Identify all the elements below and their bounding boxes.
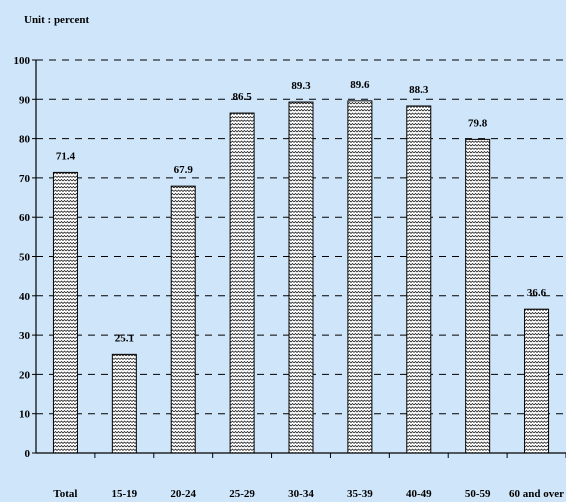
data-label-60 and over: 36.6	[527, 287, 547, 299]
y-tick-label-0: 0	[25, 448, 31, 460]
x-tick-label-30-34: 30-34	[288, 488, 314, 500]
x-tick-label-25-29: 25-29	[229, 488, 255, 500]
bar-40-49	[406, 105, 432, 454]
data-label-15-19: 25.1	[115, 332, 134, 344]
data-label-30-34: 89.3	[291, 80, 311, 92]
y-tick-label-10: 10	[19, 409, 31, 421]
data-label-40-49: 88.3	[409, 84, 429, 96]
x-tick-label-15-19: 15-19	[111, 488, 137, 500]
data-label-Total: 71.4	[56, 150, 76, 162]
bar-20-24	[170, 185, 196, 454]
x-tick-label-Total: Total	[53, 488, 77, 500]
x-tick-label-20-24: 20-24	[170, 488, 196, 500]
x-tick-label-60 and over: 60 and over	[509, 488, 564, 500]
data-label-35-39: 89.6	[350, 79, 370, 91]
x-tick-label-40-49: 40-49	[406, 488, 432, 500]
unit-label: Unit : percent	[24, 14, 90, 26]
bar-Total	[52, 171, 78, 454]
y-tick-label-30: 30	[19, 330, 31, 342]
y-tick-label-50: 50	[19, 252, 31, 264]
y-tick-label-90: 90	[19, 94, 31, 106]
bar-35-39	[347, 100, 373, 454]
y-tick-label-70: 70	[19, 173, 31, 185]
bar-15-19	[111, 353, 137, 454]
bar-25-29	[229, 112, 255, 454]
bar-50-59	[465, 138, 491, 454]
y-tick-label-40: 40	[19, 291, 31, 303]
x-tick-label-50-59: 50-59	[465, 488, 491, 500]
y-tick-label-60: 60	[19, 212, 31, 224]
y-tick-label-100: 100	[14, 55, 31, 67]
y-tick-label-80: 80	[19, 134, 31, 146]
bar-30-34	[288, 101, 314, 454]
x-tick-label-35-39: 35-39	[347, 488, 373, 500]
bar-60 and over	[524, 308, 550, 454]
y-tick-label-20: 20	[19, 369, 31, 381]
data-label-20-24: 67.9	[174, 164, 194, 176]
data-label-50-59: 79.8	[468, 117, 488, 129]
data-label-25-29: 86.5	[232, 91, 252, 103]
